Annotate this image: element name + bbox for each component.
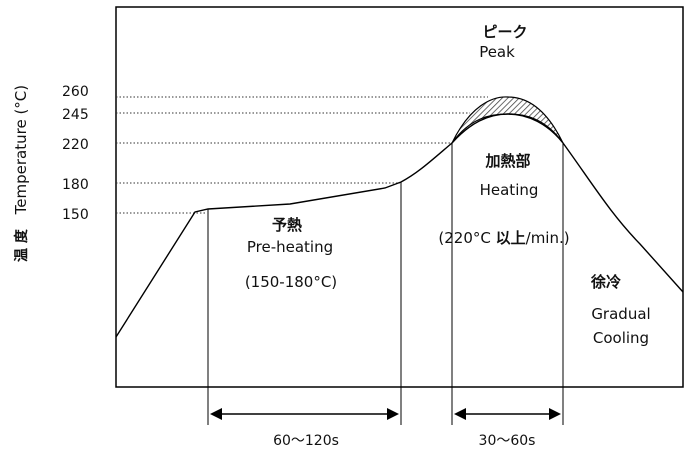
y-axis-title-en: Temperature (°C) [12,85,30,215]
heating-rate-pre: (220°C [438,229,495,247]
peak-label-jp: ピーク [482,23,527,41]
reference-lines [116,96,488,214]
tick-label-245: 245 [62,107,89,123]
peak-label-en: Peak [479,43,515,61]
y-axis-title-jp: 温 度 [13,228,30,262]
temperature-profile-curve [115,113,684,338]
heating-label-jp: 加熱部 [484,152,530,170]
peak-hatched-region [451,96,564,144]
heating-label-en: Heating [480,181,539,199]
tick-label-180: 180 [62,177,89,193]
preheat-label-en: Pre-heating [247,238,333,256]
heating-rate-bold: 以上 [496,229,526,247]
y-axis-title: 温 度 Temperature (°C) [12,85,30,262]
preheat-duration-label: 60～120s [273,433,339,449]
plot-frame [115,6,684,388]
cooling-label-en-2: Cooling [593,329,649,347]
heating-rate-post: /min.) [526,229,570,247]
preheat-label-jp: 予熱 [272,216,302,234]
cooling-label-en-1: Gradual [591,305,650,323]
phase-markers [207,143,564,425]
heating-rate-label: (220°C 以上/min.) [438,229,569,247]
cooling-label-jp: 徐冷 [590,273,621,291]
heating-duration-label: 30～60s [479,433,536,449]
preheat-duration-arrow [210,408,399,420]
tick-label-150: 150 [62,207,89,223]
tick-label-260: 260 [62,84,89,100]
tick-label-220: 220 [62,137,89,153]
heating-duration-arrow [454,408,561,420]
preheat-temp-range: (150-180°C) [245,273,337,291]
